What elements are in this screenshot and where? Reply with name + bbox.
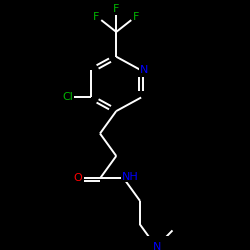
Text: F: F	[113, 4, 119, 15]
Text: O: O	[73, 174, 82, 184]
Text: F: F	[133, 12, 140, 22]
Text: NH: NH	[122, 172, 138, 181]
Text: Cl: Cl	[62, 92, 73, 102]
Text: N: N	[140, 65, 148, 75]
Text: F: F	[93, 12, 100, 22]
Text: N: N	[153, 242, 162, 250]
